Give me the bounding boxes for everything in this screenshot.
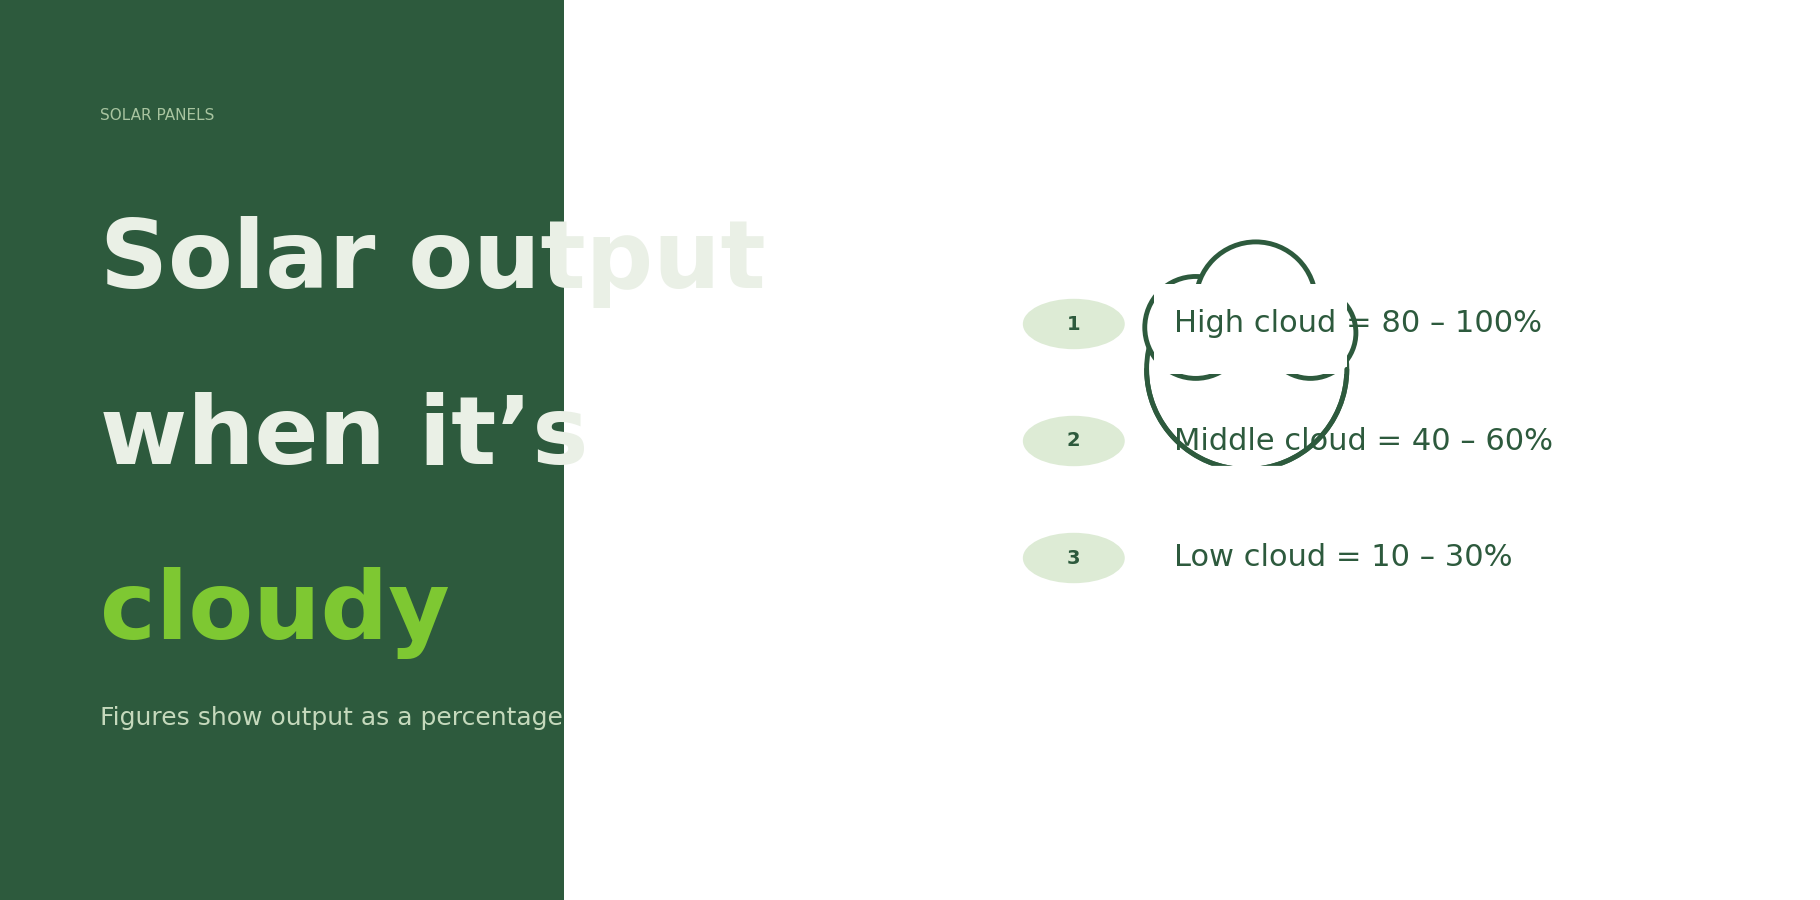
Ellipse shape [1265, 287, 1356, 378]
Text: High cloud = 80 – 100%: High cloud = 80 – 100% [1174, 310, 1542, 338]
Text: cloudy: cloudy [100, 567, 450, 659]
Text: when it’s: when it’s [100, 392, 588, 483]
Ellipse shape [1196, 242, 1316, 362]
Text: 2: 2 [1067, 431, 1081, 451]
Ellipse shape [1145, 276, 1247, 378]
Text: SOLAR PANELS: SOLAR PANELS [100, 108, 215, 123]
FancyBboxPatch shape [564, 0, 1820, 900]
Ellipse shape [1265, 287, 1356, 378]
FancyBboxPatch shape [0, 0, 564, 900]
Text: Middle cloud = 40 – 60%: Middle cloud = 40 – 60% [1174, 427, 1552, 455]
FancyBboxPatch shape [1154, 284, 1347, 374]
Text: 3: 3 [1067, 548, 1081, 568]
Circle shape [1023, 416, 1125, 466]
Ellipse shape [1145, 276, 1247, 378]
Text: Low cloud = 10 – 30%: Low cloud = 10 – 30% [1174, 544, 1512, 572]
Ellipse shape [1147, 269, 1347, 470]
Text: Figures show output as a percentage: Figures show output as a percentage [100, 706, 562, 731]
Circle shape [1023, 299, 1125, 349]
Circle shape [1023, 533, 1125, 583]
Ellipse shape [1147, 269, 1347, 470]
Text: 1: 1 [1067, 314, 1081, 334]
Text: Solar output: Solar output [100, 216, 766, 308]
Ellipse shape [1196, 242, 1316, 362]
